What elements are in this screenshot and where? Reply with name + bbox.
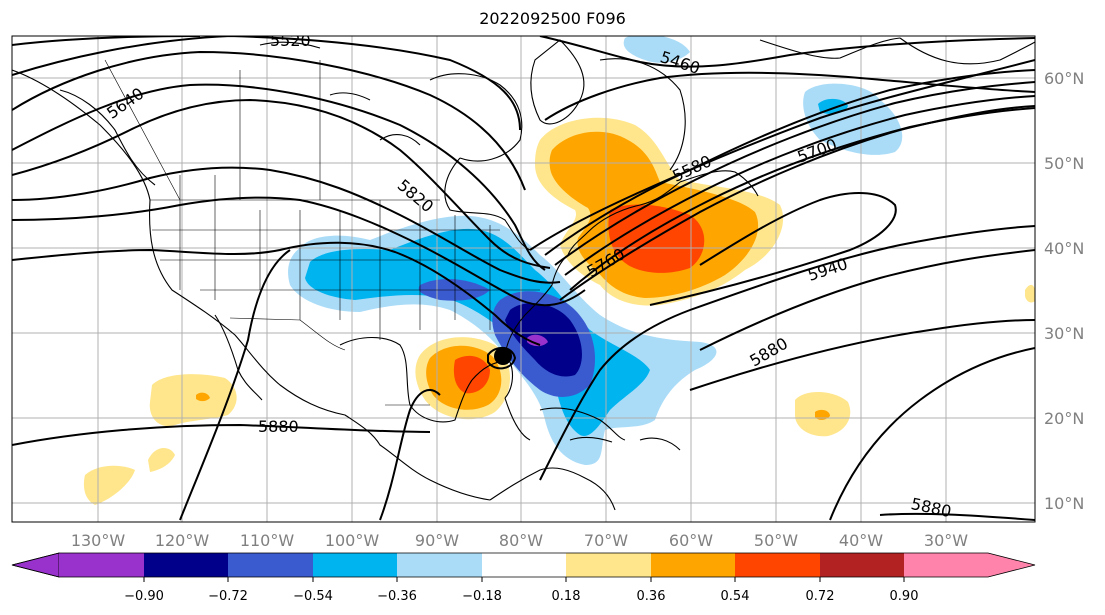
contour-label: 5880 — [258, 417, 299, 436]
lon-label: 90°W — [415, 531, 459, 550]
colorbar: −0.90 −0.72 −0.54 −0.36 −0.18 0.18 0.36 … — [11, 552, 1036, 604]
lon-label: 50°W — [754, 531, 798, 550]
colorbar-segment — [482, 553, 566, 577]
lon-label: 120°W — [155, 531, 210, 550]
map-title: 2022092500 F096 — [479, 9, 626, 28]
lat-label: 60°N — [1044, 69, 1084, 88]
colorbar-tick-label: −0.18 — [462, 589, 502, 604]
hurricane-center-marker — [494, 347, 512, 365]
colorbar-tick-label: 0.36 — [637, 589, 666, 604]
map-frame — [11, 35, 1036, 523]
lat-label: 20°N — [1044, 409, 1084, 428]
lat-label: 40°N — [1044, 239, 1084, 258]
lon-label: 80°W — [499, 531, 543, 550]
lon-label: 130°W — [71, 531, 126, 550]
lon-label: 60°W — [669, 531, 713, 550]
longitude-labels: 130°W 120°W 110°W 100°W 90°W 80°W 70°W 6… — [71, 531, 968, 550]
lon-label: 100°W — [325, 531, 380, 550]
lon-label: 30°W — [924, 531, 968, 550]
colorbar-tick-label: 0.18 — [552, 589, 581, 604]
colorbar-segment — [651, 553, 735, 577]
colorbar-tick-label: 0.54 — [721, 589, 750, 604]
colorbar-tick-label: −0.72 — [208, 589, 248, 604]
lat-label: 50°N — [1044, 154, 1084, 173]
colorbar-tick-label: −0.54 — [293, 589, 333, 604]
colorbar-extend-left — [11, 552, 60, 578]
lat-label: 10°N — [1044, 494, 1084, 513]
colorbar-tick-label: 0.72 — [806, 589, 835, 604]
colorbar-segment — [566, 553, 651, 577]
colorbar-segment — [904, 553, 988, 577]
colorbar-tick-label: 0.90 — [890, 589, 919, 604]
contour-label: 5520 — [270, 31, 311, 50]
colorbar-segment — [59, 553, 144, 577]
colorbar-tick-label: −0.36 — [377, 589, 417, 604]
height-contours — [12, 36, 1035, 521]
colorbar-segment — [820, 553, 904, 577]
lon-label: 70°W — [584, 531, 628, 550]
colorbar-segment — [313, 553, 397, 577]
colorbar-segment — [735, 553, 820, 577]
lat-label: 30°N — [1044, 324, 1084, 343]
lon-label: 110°W — [240, 531, 295, 550]
lon-label: 40°W — [839, 531, 883, 550]
colorbar-segment — [144, 553, 228, 577]
colorbar-segment — [228, 553, 313, 577]
latitude-labels: 60°N 50°N 40°N 30°N 20°N 10°N — [1044, 69, 1084, 513]
colorbar-tick-label: −0.90 — [124, 589, 164, 604]
colorbar-segment — [397, 553, 482, 577]
coastlines — [12, 37, 1035, 511]
